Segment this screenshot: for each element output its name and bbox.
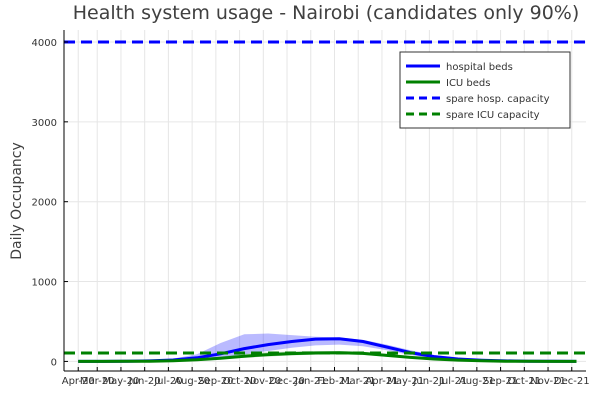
legend-label: spare ICU capacity	[446, 110, 540, 121]
y-tick-label: 0	[51, 357, 57, 368]
x-tick-label: Dec-21	[554, 376, 590, 387]
legend-label: spare hosp. capacity	[446, 94, 550, 105]
x-tick-label: Jul-21	[438, 376, 467, 387]
axes: 01000200030004000Apr-20Mar-20May-20Jun-2…	[32, 30, 590, 387]
y-tick-label: 4000	[32, 38, 57, 49]
x-tick-label: Jun-20	[128, 376, 161, 387]
x-tick-label: Mar-20	[80, 376, 115, 387]
x-tick-label: Jun-21	[412, 376, 445, 387]
y-tick-label: 1000	[32, 278, 57, 289]
legend-label: ICU beds	[446, 78, 491, 89]
y-axis-label: Daily Occupancy	[9, 142, 25, 259]
x-tick-label: Aug-21	[459, 376, 495, 387]
y-tick-label: 3000	[32, 118, 57, 129]
x-tick-label: Nov-21	[530, 376, 566, 387]
y-tick-label: 2000	[32, 198, 57, 209]
chart-title: Health system usage - Nairobi (candidate…	[73, 2, 580, 24]
legend: hospital beds ICU beds spare hosp. capacit…	[399, 51, 571, 129]
legend-label: hospital beds	[446, 62, 513, 73]
x-tick-label: Apr-20	[62, 376, 95, 387]
x-tick-label: Feb-21	[317, 376, 351, 387]
x-tick-label: Oct-21	[507, 376, 541, 387]
x-tick-label: May-20	[103, 376, 140, 387]
x-tick-label: Dec-20	[269, 376, 305, 387]
x-tick-label: Nov-20	[246, 376, 282, 387]
x-tick-label: Sep-20	[198, 376, 233, 387]
x-tick-label: Jan-21	[294, 376, 327, 387]
x-tick-label: Jul-20	[153, 376, 182, 387]
x-tick-label: Sep-21	[483, 376, 518, 387]
x-tick-label: Mar-21	[341, 376, 376, 387]
x-tick-label: Oct-20	[223, 376, 257, 387]
x-tick-label: Apr-21	[365, 376, 398, 387]
series-lines	[64, 40, 586, 363]
x-tick-label: Aug-20	[174, 376, 210, 387]
x-tick-label: May-21	[387, 376, 424, 387]
